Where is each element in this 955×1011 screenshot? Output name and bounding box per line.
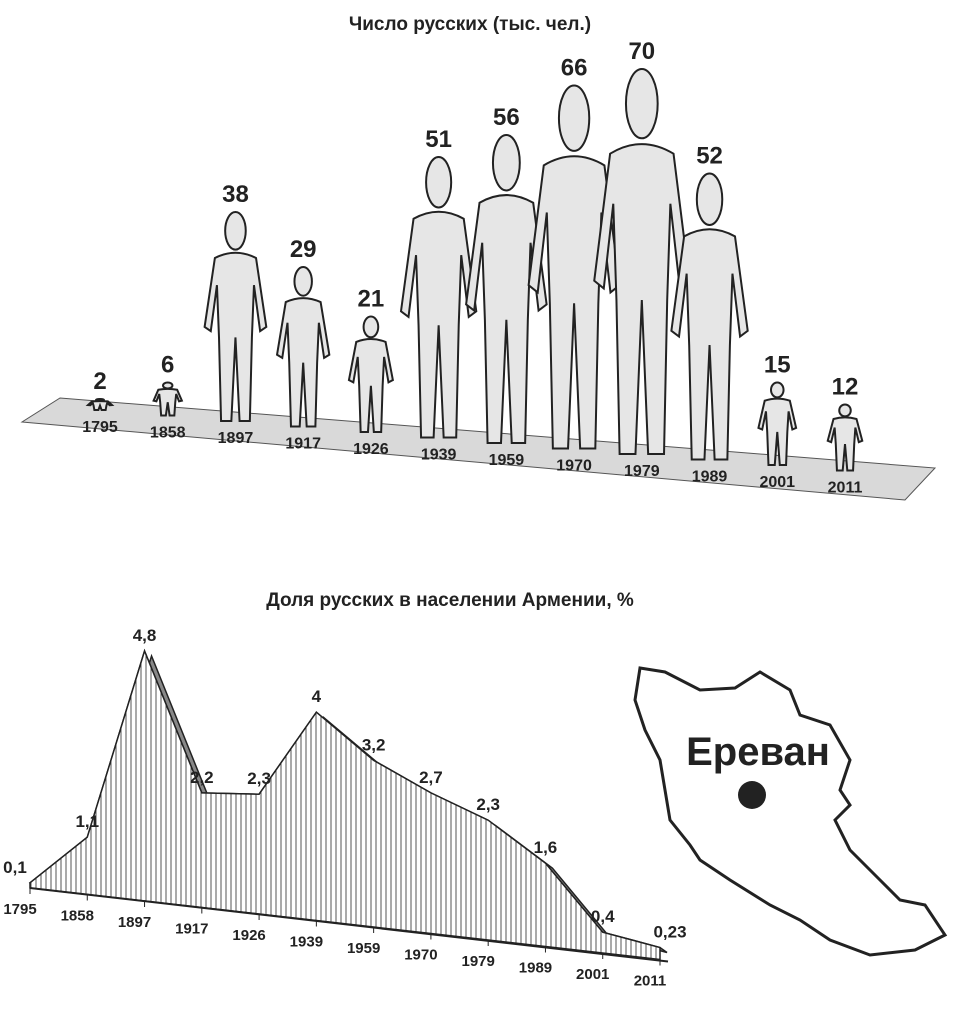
x-tick-label: 1917 <box>285 436 321 453</box>
x-tick-label: 2011 <box>634 973 667 990</box>
value-label: 2,2 <box>190 768 214 787</box>
x-tick-label: 1897 <box>118 914 151 931</box>
x-tick-label: 1897 <box>218 430 254 447</box>
value-label: 1,1 <box>75 812 99 831</box>
x-tick-label: 1979 <box>461 953 494 970</box>
value-label: 15 <box>764 352 791 379</box>
person <box>349 317 393 433</box>
x-tick-label: 1926 <box>232 927 265 944</box>
person <box>529 85 620 448</box>
chart-title: Число русских (тыс. чел.) <box>349 14 591 35</box>
person-body <box>758 399 796 465</box>
person-body <box>401 212 476 438</box>
x-tick-label: 2001 <box>759 474 795 491</box>
value-label: 2,3 <box>247 769 271 788</box>
person-head <box>225 212 246 250</box>
person-head <box>163 383 172 389</box>
person-body <box>205 253 267 421</box>
person <box>154 383 182 416</box>
value-label: 66 <box>561 55 588 82</box>
value-label: 2,7 <box>419 768 443 787</box>
person <box>758 383 796 466</box>
x-tick-label: 1970 <box>404 947 437 964</box>
x-tick-label: 1959 <box>489 452 525 469</box>
value-label: 4,8 <box>133 626 157 645</box>
x-tick-label: 2001 <box>576 966 609 983</box>
value-label: 2 <box>93 368 106 395</box>
x-tick-label: 1939 <box>421 447 457 464</box>
value-label: 0,4 <box>591 907 615 926</box>
value-label: 21 <box>358 286 385 313</box>
value-label: 1,6 <box>534 838 558 857</box>
city-label: Ереван <box>686 730 830 774</box>
map: Ереван <box>633 666 948 957</box>
x-tick-label: 1926 <box>353 441 389 458</box>
x-tick-label: 1989 <box>692 469 728 486</box>
person-head <box>771 383 784 398</box>
x-tick-label: 1917 <box>175 921 208 938</box>
value-label: 56 <box>493 104 520 131</box>
person-head <box>626 69 658 138</box>
person-head <box>294 267 311 296</box>
person <box>671 173 747 459</box>
person-head <box>364 317 379 338</box>
person-body <box>594 144 689 454</box>
x-tick-label: 1959 <box>347 940 380 957</box>
person-head <box>697 173 722 224</box>
person-body <box>349 339 393 432</box>
person-head <box>559 85 589 150</box>
person <box>828 405 863 471</box>
value-label: 38 <box>222 181 249 208</box>
person <box>594 69 689 454</box>
x-tick-label: 1795 <box>3 901 36 918</box>
value-label: 0,1 <box>3 858 27 877</box>
person-body <box>277 298 329 426</box>
x-tick-label: 1970 <box>556 458 592 475</box>
person-head <box>493 135 520 190</box>
map-outline <box>633 666 948 957</box>
person <box>277 267 329 427</box>
x-tick-label: 1979 <box>624 463 660 480</box>
value-label: 52 <box>696 143 723 170</box>
value-label: 6 <box>161 352 174 379</box>
x-tick-label: 1858 <box>61 908 94 925</box>
value-label: 3,2 <box>362 735 386 754</box>
value-label: 70 <box>628 38 655 65</box>
person <box>88 399 112 410</box>
value-label: 2,3 <box>476 795 500 814</box>
x-tick-label: 2011 <box>828 480 863 497</box>
city-dot <box>738 781 766 809</box>
person-body <box>828 417 863 470</box>
x-tick-label: 1858 <box>150 425 186 442</box>
chart-title: Доля русских в населении Армении, % <box>266 590 634 611</box>
person-head <box>426 157 451 207</box>
x-tick-label: 1989 <box>519 960 552 977</box>
value-label: 0,23 <box>653 923 686 942</box>
person <box>466 135 547 443</box>
person-head <box>839 405 851 417</box>
x-tick-label: 1939 <box>290 934 323 951</box>
value-label: 4 <box>312 687 322 706</box>
baseline <box>29 887 669 963</box>
person-head <box>96 399 104 401</box>
floor <box>20 397 937 501</box>
value-label: 29 <box>290 236 317 263</box>
person-body <box>671 229 747 459</box>
value-label: 12 <box>832 374 859 401</box>
value-label: 51 <box>425 126 452 153</box>
person <box>401 157 476 438</box>
person <box>205 212 267 421</box>
person-body <box>466 195 547 443</box>
x-tick-label: 1795 <box>82 419 118 436</box>
